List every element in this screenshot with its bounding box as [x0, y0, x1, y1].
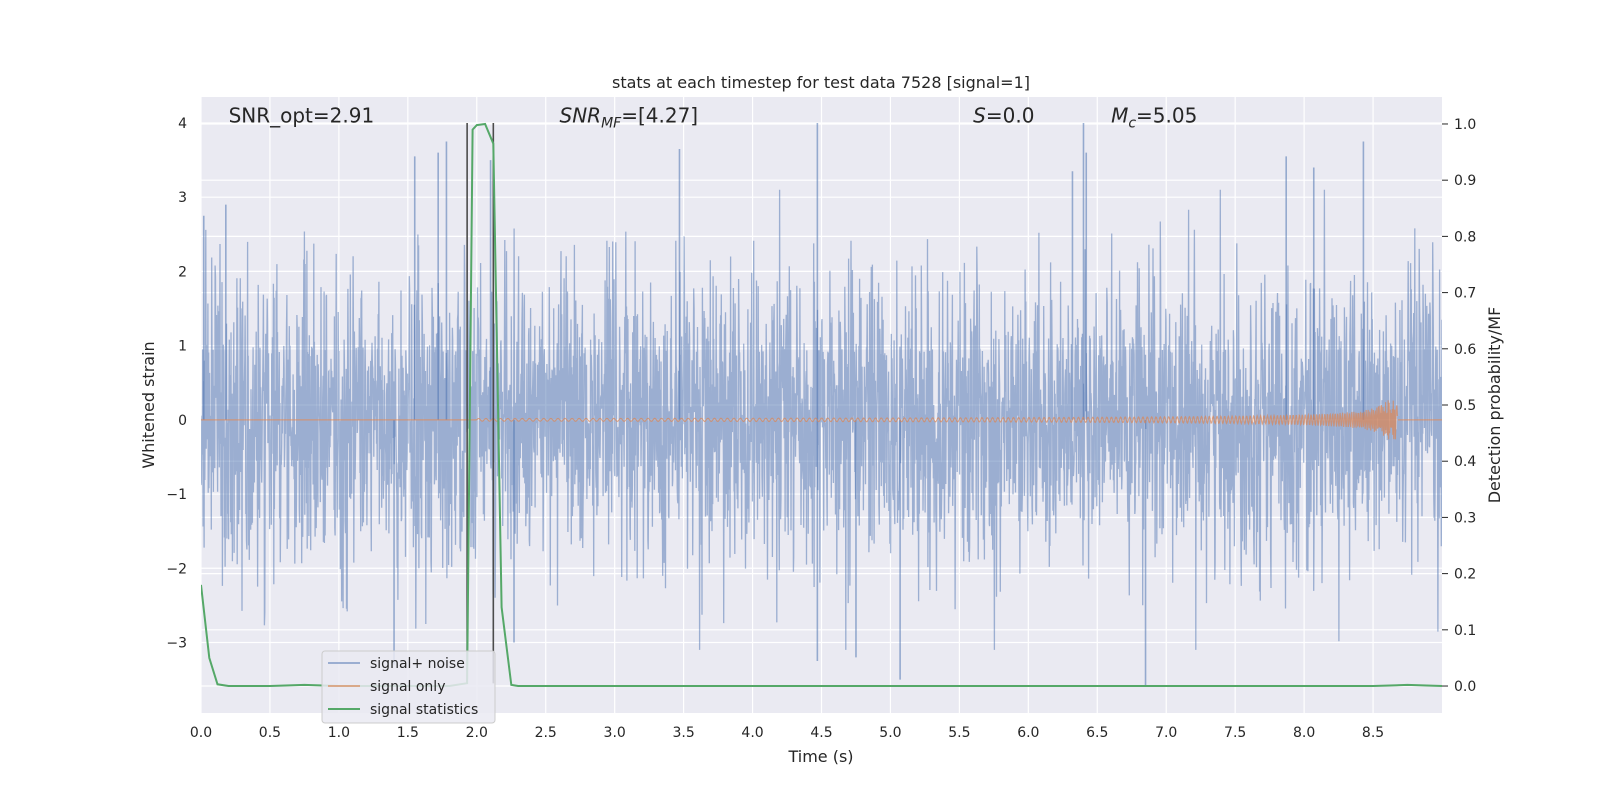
x-tick-label: 2.0: [466, 725, 488, 741]
legend: signal+ noise signal only signal statist…: [321, 650, 496, 724]
y2-tick-label: 0.0: [1454, 679, 1476, 695]
y-axis-ticks: −3 −2 −1 0 1 2 3 4: [166, 116, 187, 652]
x-tick-label: 6.5: [1086, 725, 1108, 741]
y-tick-label: −2: [166, 561, 187, 577]
y-tick-label: 4: [178, 116, 187, 132]
y2-axis-ticks: 0.0 0.1 0.2 0.3 0.4 0.5 0.6 0.7 0.8 0.9 1.0: [1442, 117, 1476, 695]
legend-label-signal-only: signal only: [370, 679, 445, 695]
chirp-trace: [476, 400, 1398, 440]
x-tick-label: 4.5: [810, 725, 832, 741]
x-tick-label: 8.0: [1293, 725, 1315, 741]
y2-tick-label: 0.9: [1454, 173, 1476, 189]
annotation-text: SNRMF=[4.27]: [560, 104, 699, 132]
annotation-text: SNR_opt=2.91: [229, 104, 375, 128]
y2-tick-label: 0.4: [1454, 454, 1476, 470]
y-tick-label: 1: [178, 339, 187, 355]
y2-tick-label: 0.7: [1454, 286, 1476, 302]
x-tick-label: 7.0: [1155, 725, 1177, 741]
x-tick-label: 8.5: [1362, 725, 1384, 741]
y2-tick-label: 0.2: [1454, 567, 1476, 583]
x-axis-ticks: 0.0 0.5 1.0 1.5 2.0 2.5 3.0 3.5 4.0 4.5 5.0 5.5 6.0 6…: [190, 725, 1384, 741]
y-tick-label: 2: [178, 264, 187, 280]
annotation-text: Mc=5.05: [1111, 104, 1197, 132]
y-tick-label: 3: [178, 190, 187, 206]
y-tick-label: −1: [166, 487, 187, 503]
plot-content: [201, 122, 1442, 688]
annotation-text: S=0.0: [973, 104, 1034, 128]
x-tick-label: 7.5: [1224, 725, 1246, 741]
y2-tick-label: 0.8: [1454, 229, 1476, 245]
y2-tick-label: 0.3: [1454, 510, 1476, 526]
x-tick-label: 0.0: [190, 725, 212, 741]
annotations: SNR_opt=2.91 SNRMF=[4.27] S=0.0 Mc=5.05: [229, 104, 1198, 132]
series-signal-statistics: [201, 122, 1442, 687]
y2-tick-label: 0.6: [1454, 342, 1476, 358]
legend-label-signal-plus-noise: signal+ noise: [370, 656, 465, 672]
statistics-trace: [201, 122, 1442, 687]
x-tick-label: 1.5: [397, 725, 419, 741]
series-signal-only: [201, 400, 1442, 440]
series-signal-plus-noise: [201, 122, 1442, 688]
y2-tick-label: 0.5: [1454, 398, 1476, 414]
y2-tick-label: 0.1: [1454, 623, 1476, 639]
x-axis-label: Time (s): [787, 747, 853, 766]
x-tick-label: 3.0: [604, 725, 626, 741]
x-tick-label: 4.0: [741, 725, 763, 741]
chart-title: stats at each timestep for test data 752…: [612, 73, 1030, 92]
legend-label-signal-statistics: signal statistics: [370, 702, 478, 718]
x-tick-label: 3.5: [672, 725, 694, 741]
x-tick-label: 6.0: [1017, 725, 1039, 741]
noise-trace: [201, 189, 1442, 650]
y2-tick-label: 1.0: [1454, 117, 1476, 133]
x-tick-label: 2.5: [535, 725, 557, 741]
y-axis-label: Whitened strain: [139, 341, 158, 468]
legend-box: [321, 650, 496, 724]
x-tick-label: 0.5: [259, 725, 281, 741]
x-tick-label: 5.5: [948, 725, 970, 741]
x-tick-label: 5.0: [879, 725, 901, 741]
x-tick-label: 1.0: [328, 725, 350, 741]
y2-axis-label: Detection probability/MF: [1485, 307, 1504, 504]
y-tick-label: −3: [166, 635, 187, 651]
y-tick-label: 0: [178, 413, 187, 429]
